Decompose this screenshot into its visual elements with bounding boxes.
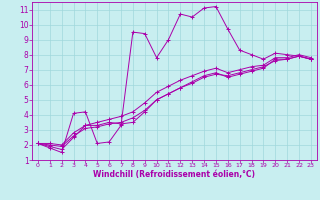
X-axis label: Windchill (Refroidissement éolien,°C): Windchill (Refroidissement éolien,°C)	[93, 170, 255, 179]
